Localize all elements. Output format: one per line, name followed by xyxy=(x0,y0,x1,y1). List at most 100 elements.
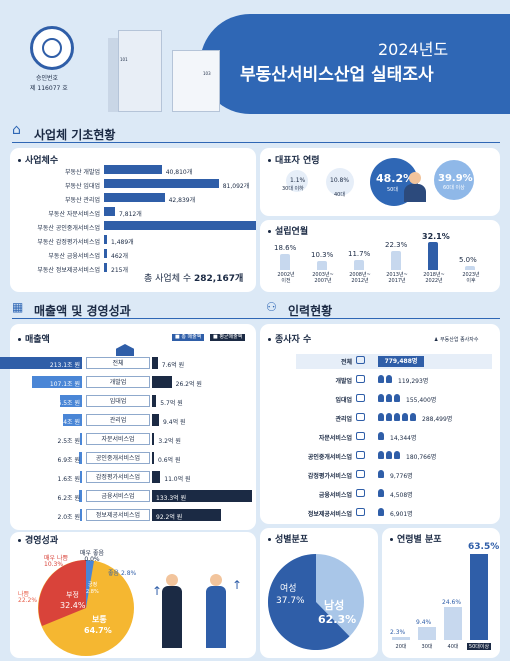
sales-avg-bar xyxy=(152,395,157,407)
business-row-bar xyxy=(104,249,107,258)
sales-total-value: 46.5조 원 xyxy=(53,400,80,407)
employees-row-label: 정보제공서비스업 xyxy=(307,511,352,518)
female-label: 여성 xyxy=(280,584,297,594)
employees-row-label: 개발업 xyxy=(335,378,352,385)
sales-avg-value: 92.2억 원 xyxy=(156,514,183,521)
label-very-good: 매우 좋음 0.0% xyxy=(80,550,104,563)
sales-total-bar xyxy=(80,433,82,445)
sales-category: 임대업 xyxy=(86,395,150,407)
business-row-label: 부동산 관리업 xyxy=(64,197,100,204)
pie-label-negative: 부정 xyxy=(66,591,79,599)
rep-age-pct-1: 10.8% xyxy=(330,177,350,184)
sales-category: 관리업 xyxy=(86,414,150,426)
sales-category: 개발업 xyxy=(86,376,150,388)
founding-label: 2003년~ 2007년 xyxy=(312,272,334,284)
sales-avg-value: 3.2억 원 xyxy=(158,438,181,445)
employees-row-icon xyxy=(356,489,365,497)
person-marker xyxy=(394,413,400,421)
female-pct: 37.7% xyxy=(276,596,305,606)
rep-age-label-1: 40대 xyxy=(334,192,345,198)
chart-icon: ▦ xyxy=(12,300,24,314)
founding-label: 2013년~ 2017년 xyxy=(386,272,408,284)
person-marker xyxy=(386,451,392,459)
sales-total-bar xyxy=(63,414,82,426)
sales-avg-bar xyxy=(152,452,154,464)
business-row-value: 462개 xyxy=(111,253,128,260)
pie-label-positive: 긍정 xyxy=(88,582,98,588)
male-pct: 62.3% xyxy=(318,613,357,626)
founding-pct: 32.1% xyxy=(422,232,450,241)
business-count-title: 사업체수 xyxy=(18,153,58,166)
sales-total-bar xyxy=(31,376,82,388)
sales-category: 자문서비스업 xyxy=(86,433,150,445)
sales-total-bar xyxy=(0,357,82,369)
business-row-label: 부동산 임대업 xyxy=(64,183,100,190)
business-row-value: 42,839개 xyxy=(168,197,196,204)
sales-avg-value: 0.6억 원 xyxy=(158,457,181,464)
rep-age-bubble-3 xyxy=(434,160,474,200)
workforce-section-title: 인력현황 xyxy=(288,304,333,318)
performance-pie xyxy=(38,560,134,656)
age-label: 20대 xyxy=(395,644,407,650)
pie-slice-negative xyxy=(38,560,86,626)
rep-age-title: 대표자 연령 xyxy=(268,153,320,166)
business-row-label: 부동산 정보제공서비스업 xyxy=(37,267,100,274)
person-marker xyxy=(410,413,416,421)
person-marker xyxy=(378,413,384,421)
employees-row-label: 전체 xyxy=(340,359,352,366)
business-row-bar xyxy=(104,179,219,188)
person-marker xyxy=(402,413,408,421)
person-icon xyxy=(404,172,426,202)
employees-legend: ♟ 부동산업 종사자수 xyxy=(434,337,479,343)
employees-row-value: 288,499명 xyxy=(422,416,453,423)
approval-label: 승인번호 xyxy=(36,75,59,82)
person-marker xyxy=(386,394,392,402)
business-row-bar xyxy=(104,235,107,244)
founding-label: 2018년~ 2022년 xyxy=(423,272,445,284)
business-row-value: 1,489개 xyxy=(111,239,134,246)
sales-avg-bar xyxy=(152,357,158,369)
handshake-illustration: ↑ ↑ xyxy=(152,570,248,656)
person-marker xyxy=(386,413,392,421)
rep-age-label-3: 60대 이상 xyxy=(443,185,465,191)
founding-label: 2002년 이전 xyxy=(277,272,295,284)
sales-category: 전체 xyxy=(86,357,150,369)
seal-logo xyxy=(30,26,74,70)
person-marker xyxy=(394,394,400,402)
founding-label: 2008년~ 2012년 xyxy=(349,272,371,284)
founding-bar xyxy=(280,253,290,270)
sales-category: 감정평가서비스업 xyxy=(86,471,150,483)
employees-row-label: 임대업 xyxy=(335,397,352,404)
sales-section-title: 매출액 및 경영성과 xyxy=(34,304,131,318)
sales-total-bar xyxy=(60,395,82,407)
employees-row-icon xyxy=(356,451,365,459)
legend-total: ■ 총 매출액 xyxy=(172,334,205,341)
founding-bar xyxy=(354,259,364,270)
person-marker xyxy=(378,432,384,440)
business-row-label: 부동산 금융서비스업 xyxy=(48,253,100,260)
pie-slice-positive xyxy=(86,560,94,608)
employees-row-label: 금융서비스업 xyxy=(318,492,352,499)
age-bar xyxy=(470,554,488,640)
age-bar xyxy=(418,627,436,640)
business-row-label: 부동산 공인중개서비스업 xyxy=(37,225,100,232)
employees-row-label: 감정평가서비스업 xyxy=(307,473,352,480)
rep-age-bubble-1 xyxy=(326,168,354,196)
age-bar xyxy=(444,606,462,640)
employees-row-icon xyxy=(356,394,365,402)
gender-slice-male xyxy=(267,554,350,650)
age-pct: 24.6% xyxy=(442,598,462,606)
rep-age-label-2: 50대 xyxy=(387,187,398,193)
employees-row-value: 6,901명 xyxy=(390,511,413,518)
header-arc xyxy=(200,14,510,114)
sales-avg-bar xyxy=(152,471,161,483)
sales-category: 공인중개서비스업 xyxy=(86,452,150,464)
founding-pct: 5.0% xyxy=(459,255,477,264)
business-row-label: 부동산 개발업 xyxy=(64,169,100,176)
sales-avg-value: 11.0억 원 xyxy=(164,476,191,483)
founding-bar xyxy=(465,265,475,270)
label-good: 좋음 2.8% xyxy=(108,570,137,577)
employees-row-icon xyxy=(356,432,365,440)
founding-bar xyxy=(428,242,438,270)
employees-row-value: 119,293명 xyxy=(398,378,429,385)
